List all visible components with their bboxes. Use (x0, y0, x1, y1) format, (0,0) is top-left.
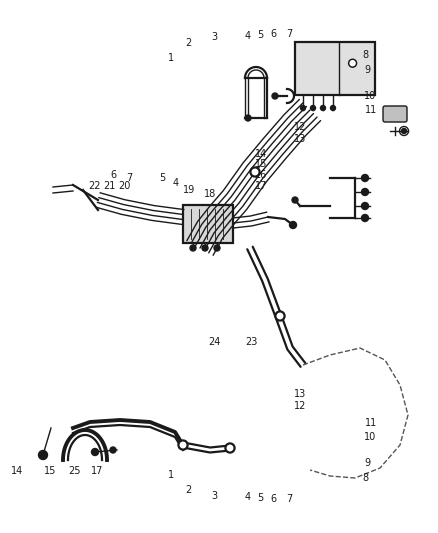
Circle shape (300, 106, 305, 110)
Circle shape (277, 313, 283, 319)
Circle shape (250, 167, 260, 177)
Text: 9: 9 (365, 458, 371, 467)
Circle shape (202, 245, 208, 251)
Text: 2: 2 (185, 38, 191, 47)
Circle shape (361, 189, 368, 196)
Circle shape (180, 442, 186, 448)
Text: 22: 22 (88, 181, 100, 191)
Circle shape (245, 115, 251, 121)
Text: 14: 14 (11, 466, 24, 476)
Text: 24: 24 (208, 337, 221, 347)
Text: 11: 11 (365, 106, 378, 115)
Text: 3: 3 (212, 491, 218, 500)
Circle shape (402, 128, 406, 133)
Text: 3: 3 (212, 33, 218, 42)
Text: 5: 5 (258, 493, 264, 503)
Text: 13: 13 (294, 390, 306, 399)
Circle shape (227, 445, 233, 451)
Text: 6: 6 (271, 29, 277, 39)
Text: 5: 5 (159, 173, 165, 183)
Text: 2: 2 (185, 486, 191, 495)
Circle shape (290, 222, 297, 229)
Circle shape (39, 450, 47, 459)
Text: 5: 5 (258, 30, 264, 40)
Circle shape (361, 174, 368, 182)
Circle shape (178, 440, 188, 450)
Text: 7: 7 (286, 29, 292, 39)
Text: 19: 19 (183, 185, 195, 195)
Text: 17: 17 (91, 466, 103, 476)
Text: 6: 6 (110, 170, 116, 180)
Text: 10: 10 (364, 432, 376, 442)
Circle shape (321, 106, 325, 110)
Text: 14: 14 (255, 149, 267, 158)
Text: 15: 15 (255, 159, 267, 168)
Text: 16: 16 (255, 170, 267, 180)
Text: 25: 25 (68, 466, 81, 476)
Circle shape (272, 93, 278, 99)
FancyBboxPatch shape (183, 205, 233, 243)
Text: 21: 21 (103, 181, 116, 191)
Circle shape (214, 245, 220, 251)
Text: 9: 9 (365, 66, 371, 75)
Text: 4: 4 (173, 179, 179, 188)
Text: 12: 12 (294, 122, 306, 132)
Circle shape (110, 447, 116, 453)
Text: 8: 8 (363, 51, 369, 60)
Circle shape (349, 59, 357, 67)
Circle shape (190, 245, 196, 251)
Circle shape (311, 106, 315, 110)
Circle shape (92, 448, 99, 456)
Text: 7: 7 (286, 494, 292, 504)
Text: 1: 1 (168, 53, 174, 62)
Text: 15: 15 (44, 466, 57, 476)
Circle shape (350, 61, 355, 66)
Text: 13: 13 (294, 134, 306, 143)
Circle shape (361, 203, 368, 209)
Circle shape (331, 106, 336, 110)
Circle shape (361, 214, 368, 222)
Circle shape (292, 197, 298, 203)
FancyBboxPatch shape (383, 106, 407, 122)
Text: 23: 23 (246, 337, 258, 347)
Circle shape (252, 169, 258, 175)
Text: 4: 4 (244, 31, 251, 41)
Text: 4: 4 (244, 492, 251, 502)
Circle shape (275, 311, 285, 321)
Text: 12: 12 (294, 401, 306, 411)
Text: 20: 20 (118, 181, 131, 191)
Text: 17: 17 (255, 181, 267, 191)
Text: 18: 18 (204, 189, 216, 199)
Text: 7: 7 (127, 173, 133, 183)
Text: 11: 11 (365, 418, 378, 427)
Text: 10: 10 (364, 91, 376, 101)
Text: 8: 8 (363, 473, 369, 482)
FancyBboxPatch shape (295, 42, 375, 95)
Text: 1: 1 (168, 471, 174, 480)
Text: 6: 6 (271, 494, 277, 504)
Circle shape (225, 443, 235, 453)
